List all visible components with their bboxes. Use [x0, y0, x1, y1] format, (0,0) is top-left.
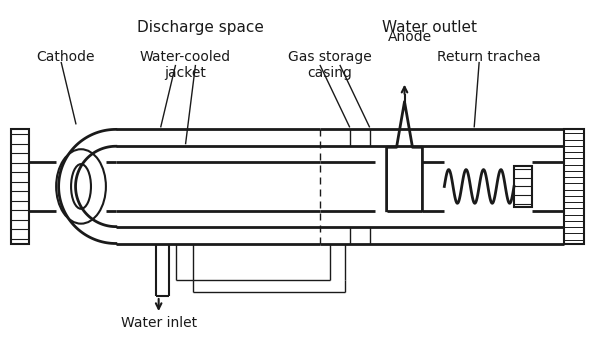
- Text: Anode: Anode: [388, 30, 431, 44]
- Bar: [564, 129, 584, 243]
- Text: Water outlet: Water outlet: [382, 20, 477, 35]
- Text: Water inlet: Water inlet: [121, 316, 197, 330]
- Bar: [11, 129, 29, 243]
- Text: Cathode: Cathode: [36, 50, 95, 64]
- Text: Return trachea: Return trachea: [437, 50, 541, 64]
- Text: Water-cooled
jacket: Water-cooled jacket: [140, 50, 231, 80]
- Text: Gas storage
casing: Gas storage casing: [288, 50, 372, 80]
- Text: Discharge space: Discharge space: [137, 20, 264, 35]
- Bar: [514, 165, 532, 207]
